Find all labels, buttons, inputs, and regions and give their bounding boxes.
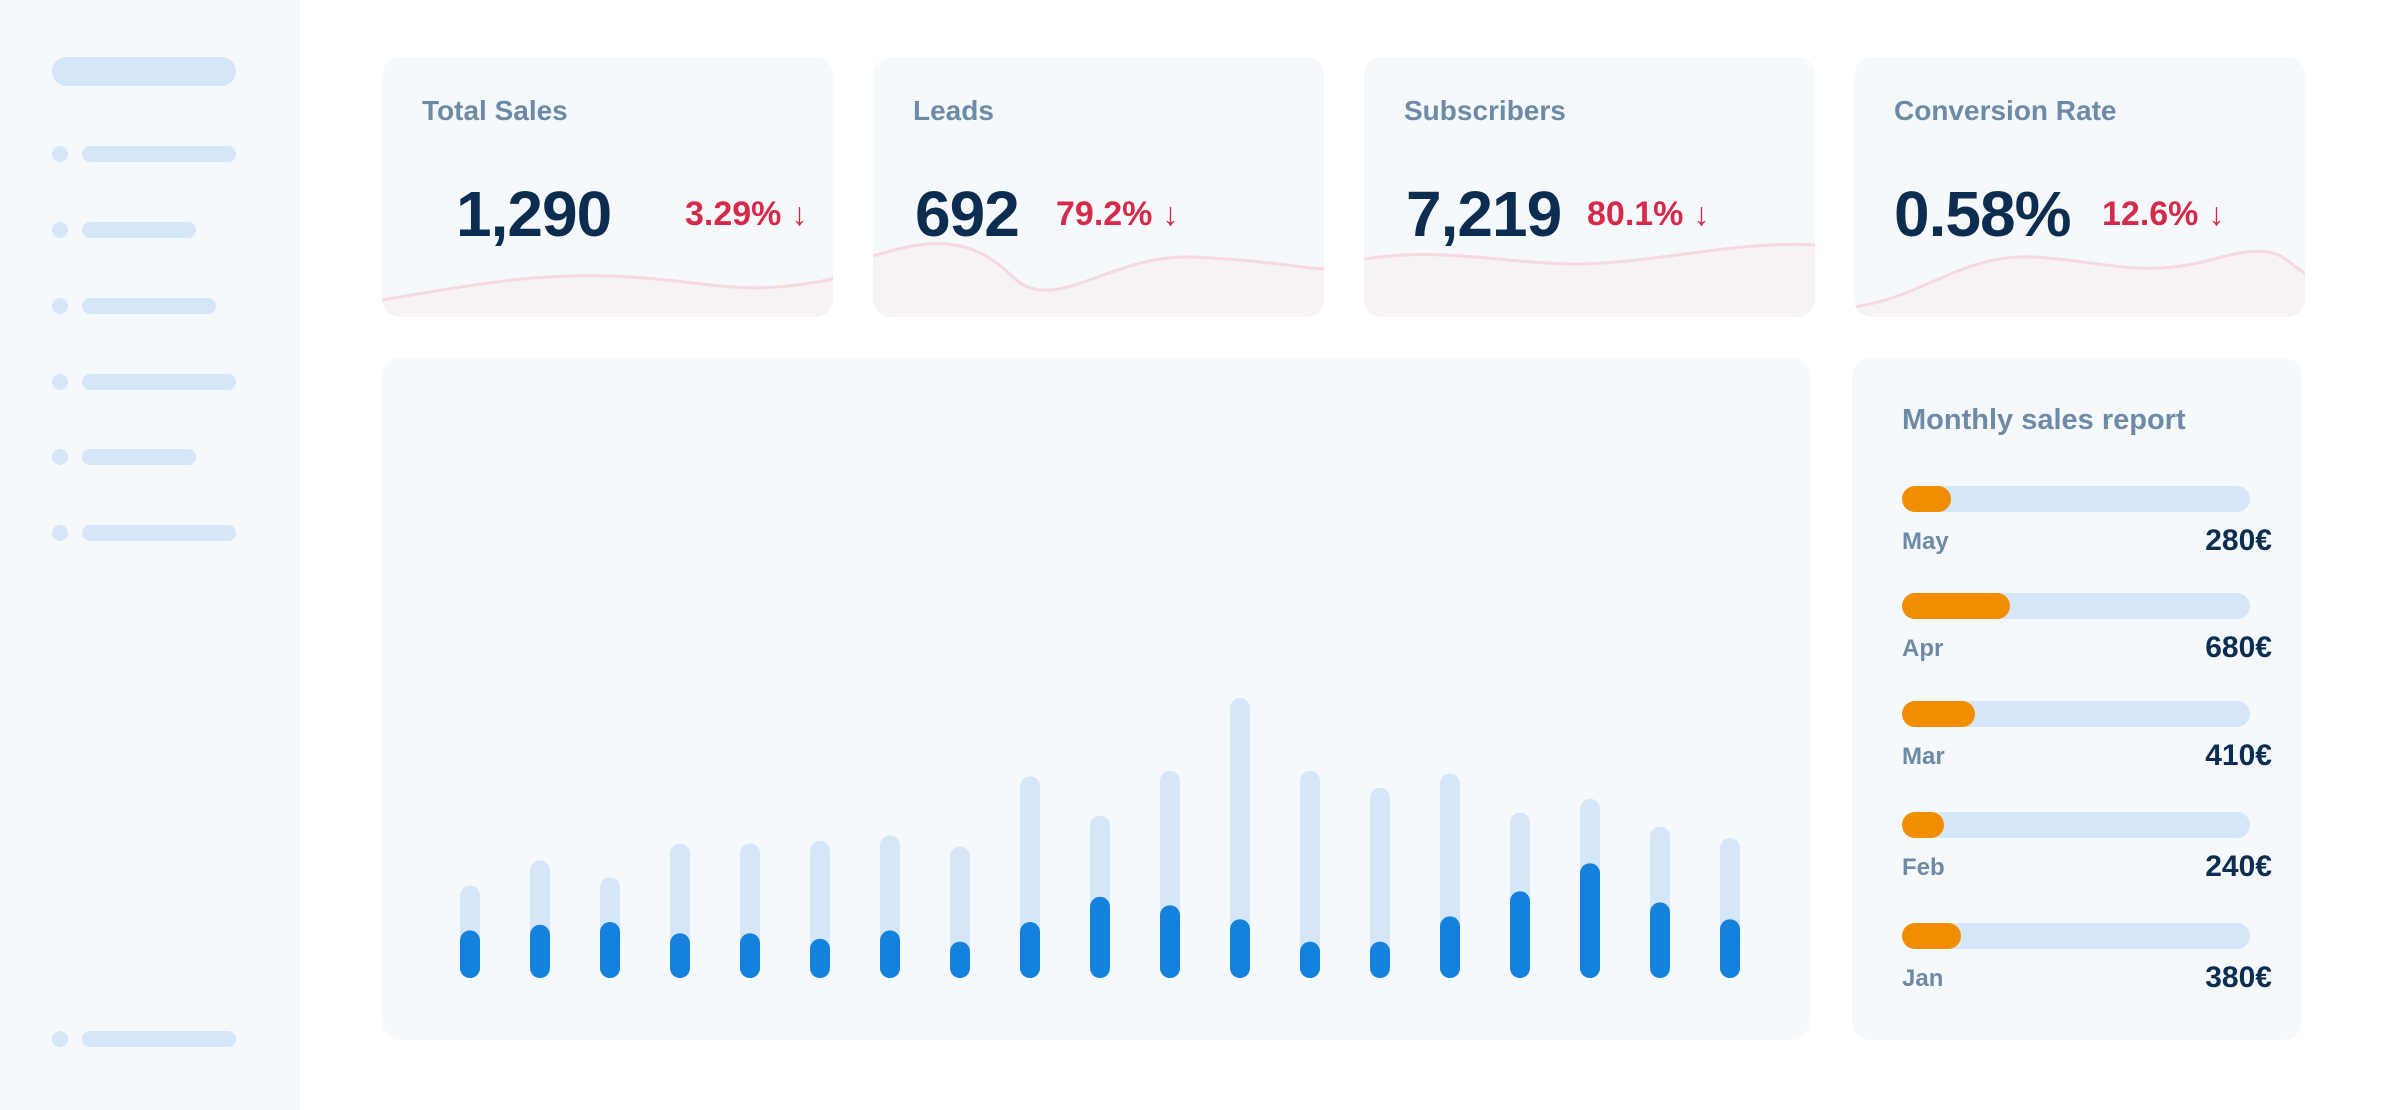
progress-fill — [1902, 593, 2010, 619]
progress-fill — [1902, 486, 1951, 512]
progress-fill — [1902, 701, 1976, 727]
report-month: Apr — [1902, 635, 1944, 662]
bar-foreground-1 — [460, 930, 480, 978]
dot-icon — [52, 374, 68, 390]
arrow-down-icon: ↓ — [2208, 196, 2225, 232]
monthly-sales-report: Monthly sales report May 280€ Apr 680€ M… — [1852, 358, 2302, 1040]
sidebar — [0, 0, 300, 1110]
bar-background-13 — [1300, 770, 1320, 978]
kpi-change: 80.1% ↓ — [1587, 195, 1709, 234]
bar-foreground-7 — [880, 930, 900, 978]
kpi-change: 3.29% ↓ — [685, 195, 807, 234]
report-month: Jan — [1902, 965, 1944, 992]
bar-foreground-3 — [600, 922, 620, 978]
kpi-card-conversion-rate[interactable]: Conversion Rate 0.58% 12.6% ↓ — [1854, 57, 2305, 317]
sparkline — [1364, 242, 1815, 317]
report-title: Monthly sales report — [1902, 404, 2186, 436]
sidebar-logo-placeholder[interactable] — [52, 57, 236, 86]
kpi-card-total-sales[interactable]: Total Sales 1,290 3.29% ↓ — [382, 57, 833, 317]
sidebar-item-label-placeholder — [82, 146, 236, 162]
sparkline — [382, 274, 833, 317]
dot-icon — [52, 525, 68, 541]
report-amount: 680€ — [2205, 631, 2272, 664]
sparkline — [1854, 249, 2305, 317]
bar-foreground-8 — [950, 941, 970, 978]
kpi-change: 12.6% ↓ — [2102, 195, 2224, 234]
sparkline — [873, 242, 1324, 317]
report-row-apr[interactable]: Apr 680€ — [1902, 593, 2272, 693]
bar-foreground-13 — [1300, 941, 1320, 978]
report-row-jan[interactable]: Jan 380€ — [1902, 923, 2272, 1023]
progress-track — [1902, 812, 2250, 838]
progress-track — [1902, 486, 2250, 512]
bar-foreground-16 — [1510, 891, 1530, 978]
bar-background-14 — [1370, 787, 1390, 978]
kpi-card-subscribers[interactable]: Subscribers 7,219 80.1% ↓ — [1364, 57, 1815, 317]
kpi-change-value: 3.29% — [685, 195, 782, 233]
kpi-change-value: 80.1% — [1587, 195, 1684, 233]
kpi-title: Conversion Rate — [1894, 95, 2117, 126]
bar-foreground-14 — [1370, 941, 1390, 978]
dot-icon — [52, 146, 68, 162]
kpi-card-leads[interactable]: Leads 692 79.2% ↓ — [873, 57, 1324, 317]
bar-foreground-4 — [670, 933, 690, 978]
report-amount: 410€ — [2205, 739, 2272, 772]
sidebar-item-label-placeholder — [82, 374, 236, 390]
bar-foreground-6 — [810, 938, 830, 978]
bar-foreground-19 — [1720, 919, 1740, 978]
bar-foreground-17 — [1580, 863, 1600, 978]
dot-icon — [52, 449, 68, 465]
sidebar-item-label-placeholder — [82, 525, 236, 541]
bar-chart — [460, 698, 1740, 978]
kpi-change: 79.2% ↓ — [1056, 195, 1178, 234]
kpi-title: Leads — [913, 95, 994, 126]
report-row-may[interactable]: May 280€ — [1902, 486, 2272, 586]
sidebar-item-label-placeholder — [82, 298, 216, 314]
sidebar-item-label-placeholder — [82, 222, 196, 238]
bar-foreground-2 — [530, 924, 550, 978]
report-amount: 240€ — [2205, 850, 2272, 883]
progress-fill — [1902, 812, 1944, 838]
dot-icon — [52, 298, 68, 314]
report-month: May — [1902, 528, 1949, 555]
bar-foreground-9 — [1020, 922, 1040, 978]
progress-track — [1902, 923, 2250, 949]
arrow-down-icon: ↓ — [1162, 196, 1179, 232]
sidebar-item-label-placeholder — [82, 1031, 236, 1047]
dot-icon — [52, 222, 68, 238]
kpi-value: 0.58% — [1894, 178, 2071, 250]
sidebar-item-label-placeholder — [82, 449, 196, 465]
report-amount: 280€ — [2205, 524, 2272, 557]
report-month: Feb — [1902, 854, 1945, 881]
kpi-change-value: 79.2% — [1056, 195, 1153, 233]
report-month: Mar — [1902, 743, 1945, 770]
arrow-down-icon: ↓ — [1693, 196, 1710, 232]
bar-foreground-10 — [1090, 896, 1110, 978]
bar-foreground-11 — [1160, 905, 1180, 978]
progress-track — [1902, 593, 2250, 619]
bar-background-12 — [1230, 698, 1250, 978]
kpi-change-value: 12.6% — [2102, 195, 2199, 233]
bar-foreground-15 — [1440, 916, 1460, 978]
dot-icon — [52, 1031, 68, 1047]
report-amount: 380€ — [2205, 961, 2272, 994]
bar-foreground-5 — [740, 933, 760, 978]
kpi-value: 7,219 — [1406, 178, 1562, 250]
report-row-mar[interactable]: Mar 410€ — [1902, 701, 2272, 801]
bar-foreground-18 — [1650, 902, 1670, 978]
report-row-feb[interactable]: Feb 240€ — [1902, 812, 2272, 912]
kpi-value: 692 — [915, 178, 1020, 250]
kpi-value: 1,290 — [456, 178, 612, 250]
kpi-title: Total Sales — [422, 95, 568, 126]
bar-foreground-12 — [1230, 919, 1250, 978]
bar-chart-card — [382, 358, 1810, 1040]
progress-track — [1902, 701, 2250, 727]
arrow-down-icon: ↓ — [791, 196, 808, 232]
kpi-title: Subscribers — [1404, 95, 1566, 126]
progress-fill — [1902, 923, 1962, 949]
